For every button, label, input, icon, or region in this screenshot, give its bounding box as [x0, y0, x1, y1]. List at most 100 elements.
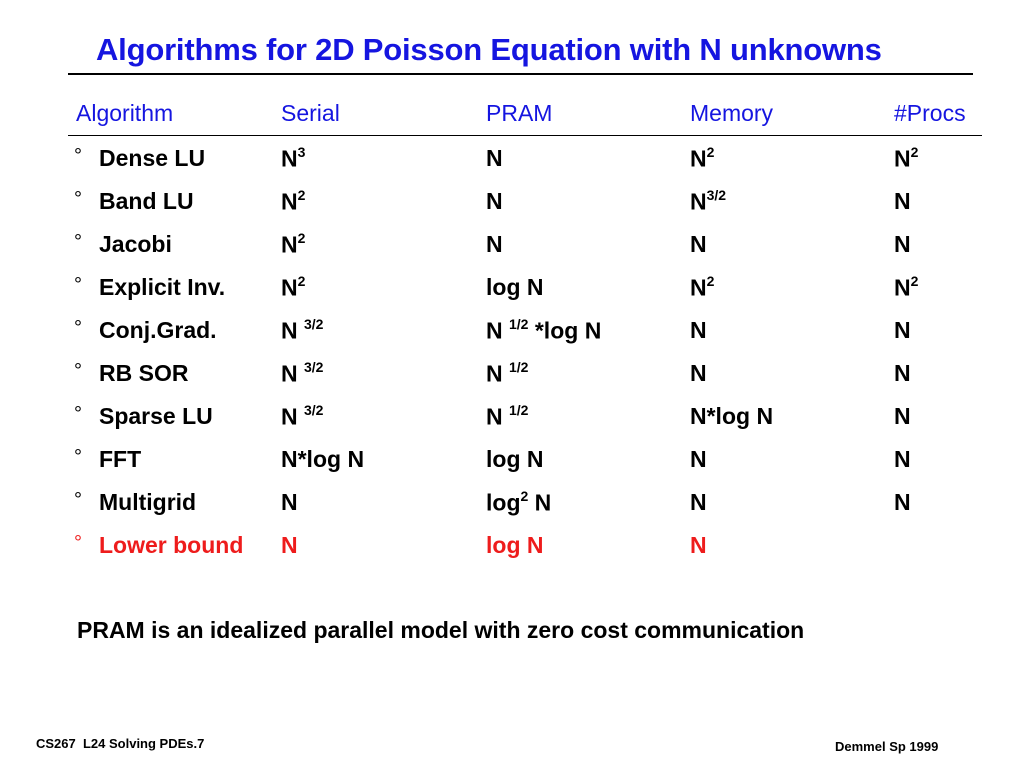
- cell-serial-base: N: [281, 532, 298, 558]
- cell-memory-base: N: [690, 317, 707, 343]
- cell-memory-base: N: [690, 360, 707, 386]
- cell-pram-suffix: N: [528, 489, 552, 516]
- cell-memory-base: N: [690, 274, 707, 301]
- cell-serial: N 3/2: [281, 316, 324, 345]
- cell-procs-base: N: [894, 403, 911, 429]
- cell-pram: N 1/2: [486, 402, 528, 431]
- cell-algorithm: Explicit Inv.: [99, 274, 226, 300]
- cell-procs-base: N: [894, 317, 911, 343]
- cell-memory-base: N: [690, 532, 707, 558]
- cell-pram-base: N: [486, 145, 503, 171]
- cell-procs-base: N: [894, 446, 911, 472]
- cell-pram: log N: [486, 446, 544, 473]
- cell-serial-base: N: [281, 403, 304, 430]
- cell-procs-base: N: [894, 231, 911, 257]
- cell-memory-base: N: [690, 489, 707, 515]
- header-algorithm: Algorithm: [76, 100, 174, 126]
- footer-author-label: Demmel Sp 1999: [835, 739, 939, 754]
- cell-memory: N2: [690, 144, 714, 173]
- cell-serial: N: [281, 489, 298, 516]
- cell-pram-base: log N: [486, 274, 544, 300]
- cell-procs-base: N: [894, 145, 911, 172]
- cell-serial-base: N: [281, 360, 304, 387]
- cell-serial-exponent: 3/2: [304, 359, 324, 375]
- cell-pram: log2 N: [486, 488, 552, 517]
- cell-procs: N: [894, 188, 911, 215]
- cell-procs: N: [894, 403, 911, 430]
- cell-algorithm: Band LU: [99, 188, 194, 214]
- cell-pram-base: N: [486, 188, 503, 214]
- cell-serial: N*log N: [281, 446, 364, 473]
- table-row: ° RB SOR N 3/2 N 1/2 N N: [0, 359, 1024, 394]
- cell-serial-base: N: [281, 188, 298, 215]
- cell-pram: log N: [486, 532, 544, 559]
- table-header-row: Algorithm Serial PRAM Memory #Procs: [0, 100, 1024, 130]
- cell-pram-exponent: 1/2: [509, 316, 529, 332]
- cell-memory: N: [690, 360, 707, 387]
- header-procs: #Procs: [894, 100, 966, 126]
- cell-serial-exponent: 3: [297, 144, 306, 160]
- cell-serial: N2: [281, 273, 306, 302]
- table-row: ° Explicit Inv. N2 log N N2 N2: [0, 273, 1024, 308]
- cell-pram-base: N: [486, 231, 503, 257]
- cell-pram: N 1/2: [486, 359, 529, 388]
- table-row: ° FFT N*log N log N N N: [0, 446, 1024, 480]
- cell-pram-base: log N: [486, 532, 544, 558]
- cell-algorithm: RB SOR: [99, 360, 189, 386]
- cell-pram-exponent: 2: [520, 488, 529, 504]
- cell-serial-exponent: 3/2: [304, 316, 324, 332]
- cell-memory: N: [690, 446, 707, 473]
- cell-procs-base: N: [894, 188, 911, 214]
- cell-procs-base: N: [894, 489, 911, 515]
- cell-pram-base: N: [486, 403, 509, 430]
- bullet-icon: °: [74, 188, 82, 210]
- cell-serial-base: N: [281, 274, 298, 301]
- cell-serial-exponent: 2: [297, 273, 306, 289]
- cell-procs-base: N: [894, 274, 911, 301]
- cell-serial: N: [281, 532, 298, 559]
- cell-serial: N3: [281, 144, 306, 173]
- cell-algorithm: Lower bound: [99, 532, 244, 558]
- cell-pram: N: [486, 145, 503, 172]
- bullet-icon: °: [74, 532, 82, 554]
- cell-algorithm: Conj.Grad.: [99, 317, 217, 343]
- cell-memory: N: [690, 489, 707, 516]
- cell-serial-exponent: 2: [297, 187, 306, 203]
- table-row: ° Band LU N2 N N3/2 N: [0, 187, 1024, 222]
- cell-pram-suffix: *log N: [528, 317, 602, 344]
- cell-serial: N 3/2: [281, 359, 324, 388]
- cell-algorithm: Dense LU: [99, 145, 206, 171]
- cell-procs-exponent: 2: [910, 144, 919, 160]
- cell-algorithm: FFT: [99, 446, 142, 472]
- cell-pram-base: log: [486, 489, 521, 516]
- bullet-icon: °: [74, 360, 82, 382]
- cell-serial: N2: [281, 230, 305, 259]
- cell-pram-exponent: 1/2: [509, 359, 529, 375]
- cell-memory: N2: [690, 273, 714, 302]
- cell-pram: log N: [486, 274, 544, 301]
- slide-title: Algorithms for 2D Poisson Equation with …: [96, 32, 882, 67]
- table-row: ° Dense LU N3 N N2 N2: [0, 144, 1024, 179]
- bullet-icon: °: [74, 231, 82, 253]
- bullet-icon: °: [74, 274, 82, 296]
- cell-memory: N3/2: [690, 187, 727, 216]
- table-row: ° Jacobi N2 N N N: [0, 230, 1024, 265]
- cell-algorithm: Sparse LU: [99, 403, 213, 429]
- cell-procs: N: [894, 446, 911, 473]
- cell-algorithm: Multigrid: [99, 489, 197, 515]
- cell-pram-base: N: [486, 317, 509, 344]
- header-divider: [68, 135, 982, 136]
- cell-procs: N: [894, 231, 911, 258]
- cell-memory-exponent: 3/2: [706, 187, 727, 203]
- cell-serial-base: N: [281, 489, 298, 515]
- cell-serial-base: N: [281, 317, 304, 344]
- cell-pram: N 1/2 *log N: [486, 316, 602, 345]
- cell-serial-base: N: [281, 231, 298, 258]
- bullet-icon: °: [74, 403, 82, 425]
- cell-procs-exponent: 2: [910, 273, 919, 289]
- cell-procs-base: N: [894, 360, 911, 386]
